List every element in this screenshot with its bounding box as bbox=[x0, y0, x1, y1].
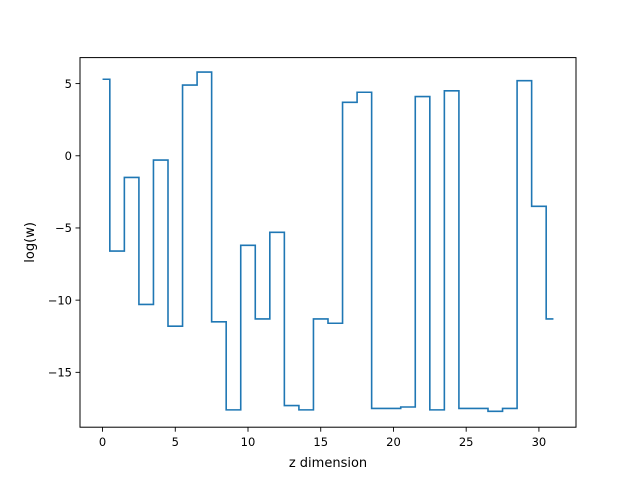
x-tick-label: 10 bbox=[241, 435, 256, 449]
plot-layer bbox=[102, 71, 554, 413]
x-tick-label: 0 bbox=[99, 435, 106, 449]
y-tick-label: −10 bbox=[48, 293, 72, 307]
x-tick-label: 20 bbox=[386, 435, 401, 449]
y-tick-label: −5 bbox=[55, 221, 72, 235]
x-axis-label: z dimension bbox=[289, 456, 367, 471]
x-tick-label: 30 bbox=[532, 435, 547, 449]
series-0-step-line bbox=[102, 71, 554, 413]
y-axis-ticks: 5 0 −5 −10 −15 bbox=[48, 77, 80, 380]
x-tick-label: 15 bbox=[313, 435, 328, 449]
y-tick-label: 5 bbox=[65, 77, 72, 91]
axes-frame bbox=[79, 57, 577, 428]
x-tick-label: 5 bbox=[172, 435, 179, 449]
y-tick-label: −15 bbox=[48, 366, 72, 380]
y-axis-label: log(w) bbox=[23, 222, 38, 263]
y-tick-label: 0 bbox=[65, 149, 72, 163]
x-axis-ticks: 0 5 10 15 20 25 30 bbox=[99, 427, 546, 449]
x-tick-label: 25 bbox=[459, 435, 474, 449]
